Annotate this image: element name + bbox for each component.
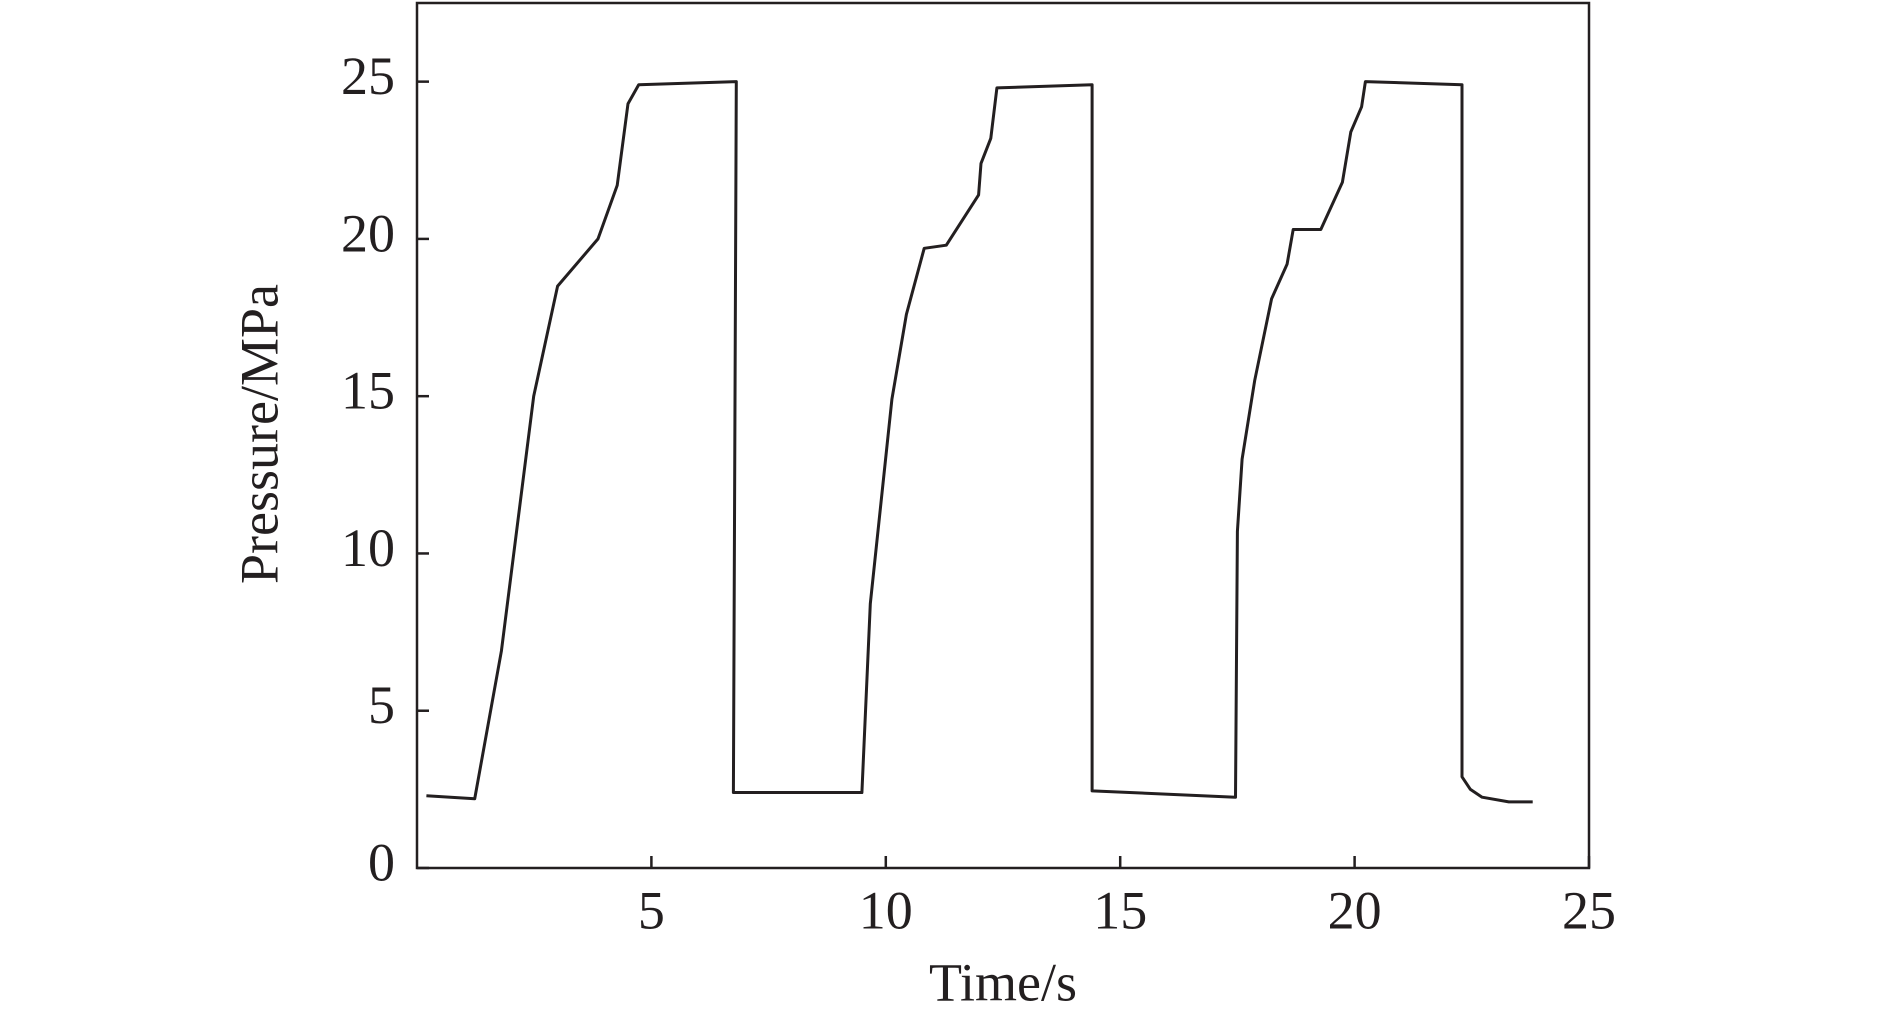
x-axis-label: Time/s [929, 952, 1077, 1012]
x-tick-label: 20 [1328, 880, 1382, 940]
y-tick-label: 15 [341, 361, 395, 421]
x-tick-label: 25 [1562, 880, 1616, 940]
y-tick-label: 10 [341, 518, 395, 578]
y-tick-label: 25 [341, 46, 395, 106]
y-tick-label: 20 [341, 203, 395, 263]
y-axis-label: Pressure/MPa [229, 284, 289, 584]
x-tick-label: 10 [859, 880, 913, 940]
data-line [426, 80, 1533, 804]
y-tick-label: 5 [368, 675, 395, 735]
x-tick-label: 5 [638, 880, 665, 940]
y-tick-label: 0 [368, 832, 395, 892]
x-tick-label: 15 [1093, 880, 1147, 940]
plot-frame [415, 1, 1591, 870]
